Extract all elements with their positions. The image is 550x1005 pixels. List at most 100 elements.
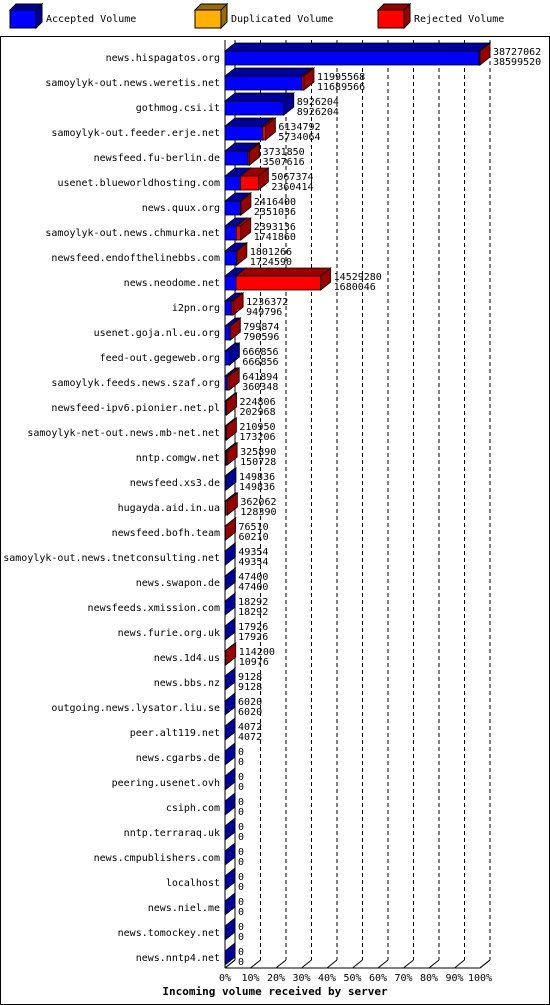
bar-face [261, 117, 277, 141]
legend-label: Duplicated Volume [231, 14, 333, 25]
value-label: 641894 [242, 372, 278, 383]
y-tick-label: newsfeed.fu-berlin.de [94, 153, 220, 164]
bar-face [223, 667, 237, 691]
x-tick-label: 70% [394, 973, 412, 984]
y-tick-label: usenet.goja.nl.eu.org [94, 328, 220, 339]
value-label: 149836 [239, 482, 275, 493]
value-label: 1741860 [254, 232, 296, 243]
y-tick-label: news.cmpublishers.com [94, 853, 220, 864]
x-tick-label: 0% [219, 973, 231, 984]
y-tick-label: news.1d4.us [154, 653, 220, 664]
value-label: 0 [238, 822, 244, 833]
value-label: 1724590 [250, 257, 292, 268]
bar-face [223, 342, 241, 366]
bar-face [300, 67, 316, 91]
bar-face [225, 392, 238, 416]
value-label: 5734064 [278, 132, 320, 143]
y-tick-label: nntp.terraraq.uk [124, 828, 220, 839]
value-label: 8926204 [297, 107, 339, 118]
tick-mark [275, 959, 287, 969]
bar-face [229, 317, 242, 341]
bar [240, 175, 259, 191]
y-tick-label: newsfeed-ipv6.pionier.net.pl [51, 403, 220, 414]
bar [224, 325, 231, 341]
bar [235, 275, 322, 291]
value-label: 128390 [240, 507, 276, 518]
x-tick-label: 80% [420, 973, 438, 984]
value-label: 1801266 [250, 247, 292, 258]
value-label: 0 [238, 932, 244, 943]
y-tick-label: csiph.com [166, 803, 220, 814]
value-label: 0 [238, 907, 244, 918]
x-tick-label: 60% [369, 973, 387, 984]
y-tick-label: news.nntp4.net [136, 953, 220, 964]
y-tick-label: peering.usenet.ovh [112, 778, 220, 789]
bar [224, 150, 249, 166]
y-tick-label: newsfeed.xs3.de [130, 478, 220, 489]
bar-face [224, 517, 237, 541]
value-label: 0 [238, 897, 244, 908]
bar-face [224, 792, 236, 816]
tick-mark [352, 959, 363, 969]
bar-face [224, 417, 238, 441]
legend-swatch [9, 9, 37, 29]
y-tick-label: outgoing.news.lysator.liu.se [51, 703, 220, 714]
value-label: 49354 [238, 547, 268, 558]
value-label: 202968 [239, 407, 275, 418]
y-tick-label: news.niel.me [148, 903, 220, 914]
value-label: 0 [238, 772, 244, 783]
bar [224, 250, 237, 266]
y-tick-label: hugayda.aid.in.ua [118, 503, 220, 514]
value-label: 150728 [240, 457, 276, 468]
bar [224, 75, 303, 91]
value-label: 14529280 [334, 272, 382, 283]
value-label: 5067374 [271, 172, 313, 183]
legend-swatch [377, 9, 405, 29]
bar-face [224, 442, 239, 466]
value-label: 47400 [238, 582, 268, 593]
value-label: 0 [238, 847, 244, 858]
bar [224, 275, 237, 291]
bar-face [235, 242, 249, 266]
bar-face [223, 542, 237, 566]
bar-face [226, 367, 241, 391]
bar-face [223, 92, 295, 116]
bar-face [239, 192, 253, 216]
y-tick-label: nntp.comgw.net [136, 453, 220, 464]
y-tick-label: peer.alt119.net [130, 728, 220, 739]
tick-mark [250, 959, 261, 969]
value-label: 2360414 [271, 182, 313, 193]
bar-face [224, 892, 236, 916]
x-tick-label: 50% [343, 973, 361, 984]
y-tick-label: news.neodome.net [124, 278, 220, 289]
x-tick-label: 90% [445, 973, 463, 984]
bar [224, 200, 241, 216]
value-label: 210950 [239, 422, 275, 433]
bar [224, 175, 241, 191]
bar [224, 300, 232, 316]
bar [224, 50, 480, 66]
tick-mark [377, 959, 389, 969]
y-tick-label: news.cgarbs.de [136, 753, 220, 764]
chart-frame [0, 36, 550, 1005]
y-tick-label: samoylyk-out.feeder.erje.net [51, 128, 220, 139]
value-label: 49354 [238, 557, 268, 568]
value-label: 60210 [239, 532, 269, 543]
value-label: 0 [238, 757, 244, 768]
value-label: 2393136 [254, 222, 296, 233]
tick-mark [326, 959, 338, 969]
value-label: 0 [238, 957, 244, 968]
bar-face [224, 867, 236, 891]
tick-mark [428, 959, 440, 969]
legend-label: Accepted Volume [46, 14, 136, 25]
legend-swatch [376, 2, 412, 30]
x-tick-label: 20% [267, 973, 285, 984]
value-label: 18292 [238, 597, 268, 608]
value-label: 114200 [239, 647, 275, 658]
value-label: 2351036 [254, 207, 296, 218]
value-label: 17926 [238, 622, 268, 633]
value-label: 0 [238, 782, 244, 793]
x-tick-label: 30% [292, 973, 310, 984]
y-tick-label: i2pn.org [172, 303, 220, 314]
value-label: 0 [238, 857, 244, 868]
